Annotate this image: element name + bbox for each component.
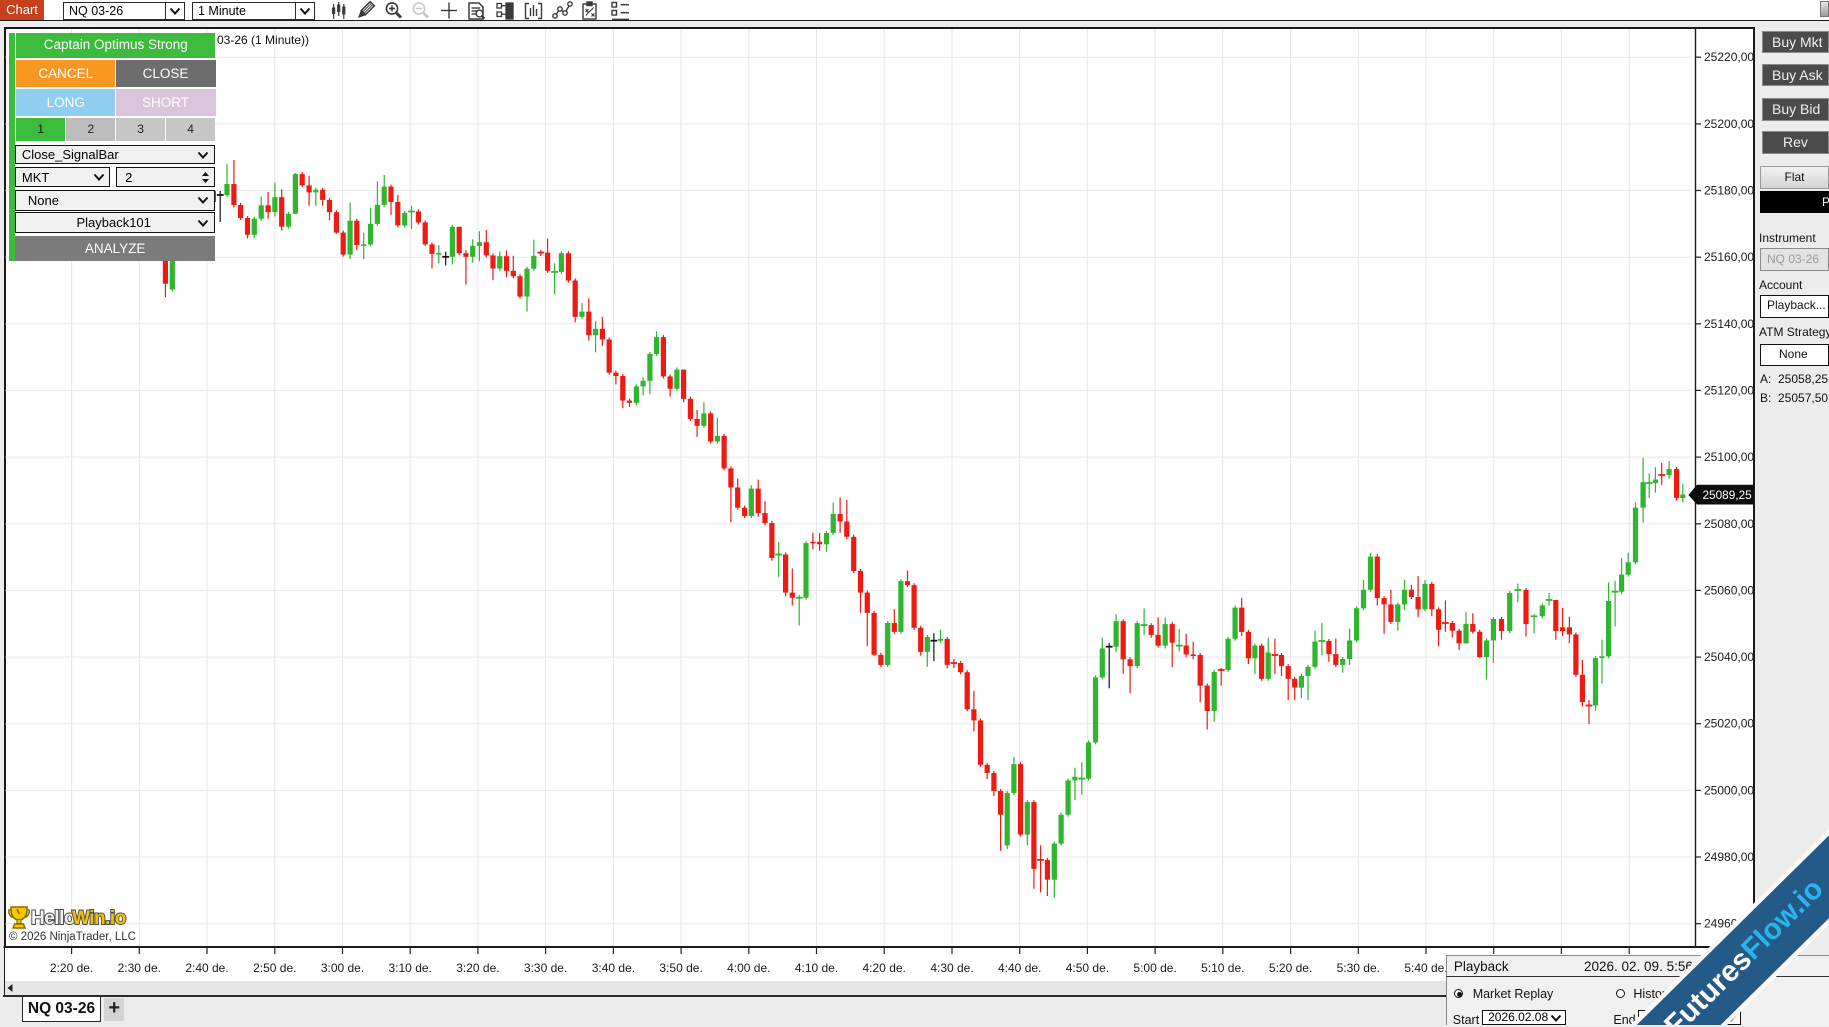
svg-text:3:50 de.: 3:50 de. (659, 961, 702, 975)
svg-text:Hello: Hello (31, 908, 75, 929)
svg-text:4:30 de.: 4:30 de. (930, 961, 973, 975)
svg-text:25100,00: 25100,00 (1704, 450, 1754, 464)
svg-text:3:00 de.: 3:00 de. (321, 961, 364, 975)
svg-text:25000,00: 25000,00 (1704, 783, 1754, 797)
svg-text:4:40 de.: 4:40 de. (998, 961, 1041, 975)
svg-text:24960,00: 24960,00 (1704, 917, 1754, 931)
svg-text:2:30 de.: 2:30 de. (118, 961, 161, 975)
svg-text:4:10 de.: 4:10 de. (795, 961, 838, 975)
svg-text:25060,00: 25060,00 (1704, 583, 1754, 597)
svg-text:3:20 de.: 3:20 de. (456, 961, 499, 975)
svg-text:3:30 de.: 3:30 de. (524, 961, 567, 975)
svg-text:25080,00: 25080,00 (1704, 517, 1754, 531)
svg-text:25200,00: 25200,00 (1704, 117, 1754, 131)
svg-text:5:00 de.: 5:00 de. (1133, 961, 1176, 975)
svg-text:5:20 de.: 5:20 de. (1269, 961, 1312, 975)
svg-text:4:00 de.: 4:00 de. (727, 961, 770, 975)
svg-text:25180,00: 25180,00 (1704, 184, 1754, 198)
svg-text:25020,00: 25020,00 (1704, 717, 1754, 731)
svg-text:4:20 de.: 4:20 de. (863, 961, 906, 975)
svg-text:5:40 de.: 5:40 de. (1404, 961, 1447, 975)
svg-text:25220,00: 25220,00 (1704, 50, 1754, 64)
svg-text:24980,00: 24980,00 (1704, 850, 1754, 864)
svg-text:25089,25: 25089,25 (1703, 488, 1753, 502)
svg-text:3:40 de.: 3:40 de. (592, 961, 635, 975)
svg-text:Win.io: Win.io (72, 908, 126, 929)
svg-text:2:50 de.: 2:50 de. (253, 961, 296, 975)
svg-text:25160,00: 25160,00 (1704, 250, 1754, 264)
svg-text:5:10 de.: 5:10 de. (1201, 961, 1244, 975)
svg-text:25120,00: 25120,00 (1704, 383, 1754, 397)
svg-text:25040,00: 25040,00 (1704, 650, 1754, 664)
svg-text:3:10 de.: 3:10 de. (389, 961, 432, 975)
svg-text:4:50 de.: 4:50 de. (1066, 961, 1109, 975)
svg-text:2:40 de.: 2:40 de. (185, 961, 228, 975)
svg-text:5:30 de.: 5:30 de. (1337, 961, 1380, 975)
svg-text:25140,00: 25140,00 (1704, 317, 1754, 331)
svg-text:2:20 de.: 2:20 de. (50, 961, 93, 975)
